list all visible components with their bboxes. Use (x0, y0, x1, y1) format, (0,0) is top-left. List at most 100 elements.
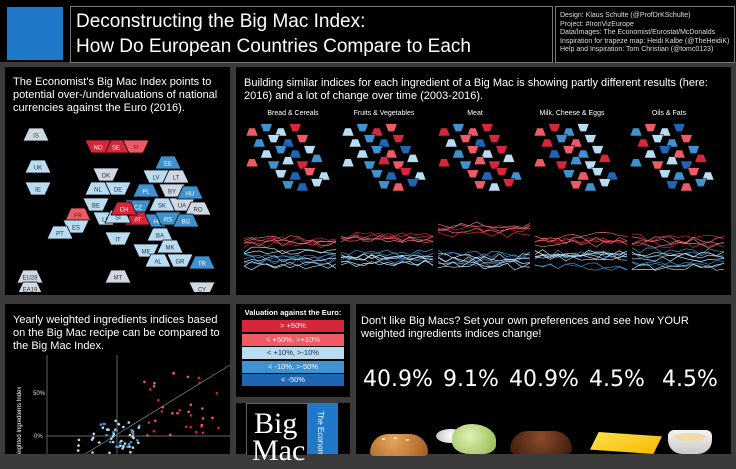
country-tile-is[interactable]: IS (22, 127, 50, 142)
country-tile-pl[interactable]: PL (132, 183, 160, 198)
map-panel (5, 67, 230, 295)
small-multiple-maps[interactable] (240, 118, 730, 198)
economist-book-cover (246, 403, 308, 455)
patty-image[interactable] (510, 431, 572, 454)
country-label-ea19: EA19 (23, 288, 38, 293)
country-tile-ro[interactable]: RO (184, 201, 212, 216)
country-label-is: IS (33, 134, 39, 140)
country-tile-gr[interactable]: GR (166, 253, 194, 268)
country-label-cy: CY (198, 288, 206, 293)
country-label-it: IT (115, 238, 121, 244)
legend-item-5[interactable]: < -50% (242, 374, 344, 386)
country-tile-it[interactable]: IT (104, 231, 132, 246)
credit-help: Help and Inspiration: Tom Christian (@to… (560, 46, 714, 53)
line-chart-5[interactable] (631, 233, 725, 271)
credits-box (555, 6, 735, 63)
credit-design: Design: Klaus Schulte (@ProfDrKSchulte) (560, 12, 691, 19)
line-chart-4[interactable] (534, 232, 628, 271)
country-tile-al[interactable]: AL (144, 253, 172, 268)
cat-label-oils: Oils & Fats (651, 110, 687, 117)
country-label-bg: BG (182, 220, 191, 226)
mini-map-1[interactable] (245, 123, 331, 192)
country-label-ee: EE (164, 162, 172, 168)
scatter-plot[interactable]: eighted Ingredients Index 50% 0% (5, 355, 230, 454)
country-label-gr: GR (176, 260, 186, 266)
credit-data: Data/Images: The Economist/Eurostat/McDo… (560, 29, 716, 36)
title-box (70, 6, 553, 63)
country-label-si: SI (115, 216, 121, 222)
book-title-line-1: Big (254, 407, 298, 440)
mini-map-5[interactable] (629, 123, 715, 192)
country-tile-ch[interactable]: CH (110, 201, 138, 216)
legend-item-2[interactable]: < +50%, >+10% (242, 333, 344, 346)
country-label-al: AL (154, 260, 162, 266)
country-tile-mk[interactable]: MK (156, 239, 184, 254)
pct-meat[interactable]: 40.9% (509, 367, 579, 392)
page-title-line-1: Deconstructing the Big Mac Index: (76, 11, 366, 32)
country-tile-ba[interactable]: BA (146, 227, 174, 242)
scatter-y-axis-label: eighted Ingredients Index (17, 387, 23, 454)
mini-map-3[interactable] (437, 123, 523, 192)
country-label-lv: LV (153, 176, 160, 182)
book-spine: The Economist (308, 403, 338, 454)
pct-bread[interactable]: 40.9% (363, 367, 433, 392)
country-label-es: ES (72, 226, 80, 232)
line-charts[interactable] (240, 212, 730, 292)
country-tile-lt[interactable]: LT (162, 169, 190, 184)
credit-inspiration: Inspiration for trapeze map: Heidi Kalbe… (560, 37, 730, 45)
country-label-pl: PL (142, 190, 150, 196)
sauce-image[interactable] (668, 430, 712, 454)
country-tile-hu[interactable]: HU (176, 185, 204, 200)
country-tile-pt[interactable]: PT (46, 225, 74, 240)
country-tile-tr[interactable]: TR (188, 255, 216, 270)
country-tile-uk[interactable]: UK (24, 159, 52, 174)
country-tile-fr[interactable]: FR (64, 207, 92, 222)
country-label-hu: HU (186, 192, 195, 198)
pct-fruits[interactable]: 9.1% (443, 367, 499, 392)
country-tile-no[interactable]: NO (84, 139, 112, 154)
country-label-ie: IE (35, 188, 41, 194)
country-label-by: BY (168, 190, 176, 196)
legend-item-3[interactable]: < +10%, >-10% (242, 347, 344, 359)
country-label-cz: CZ (134, 206, 142, 212)
cat-label-meat: Meat (467, 110, 483, 117)
scatter-diagonal (84, 364, 230, 454)
pct-milk[interactable]: 4.5% (589, 367, 645, 392)
bun-image[interactable] (370, 428, 428, 456)
line-chart-2[interactable] (340, 232, 434, 268)
country-label-ua: UA (178, 204, 186, 210)
country-tile-de[interactable]: DE (104, 181, 132, 196)
country-tile-fi[interactable]: FI (122, 139, 150, 154)
logo-square (7, 7, 63, 60)
cat-label-milk: Milk, Cheese & Eggs (539, 110, 605, 117)
country-label-eu28: EU28 (22, 276, 38, 282)
country-tile-ee[interactable]: EE (154, 155, 182, 170)
line-chart-1[interactable] (243, 235, 337, 271)
scatter-tick-50: 50% (33, 391, 46, 397)
country-label-uk: UK (34, 166, 42, 172)
country-tile-eu28[interactable]: EU28 (16, 269, 44, 284)
pct-oils[interactable]: 4.5% (662, 367, 718, 392)
mini-map-2[interactable] (341, 123, 427, 192)
country-tile-dk[interactable]: DK (92, 167, 120, 182)
country-label-pt: PT (56, 232, 64, 238)
book-spine-text: The Economist (316, 411, 325, 454)
country-tile-mt[interactable]: MT (104, 269, 132, 284)
legend-item-4[interactable]: < -10%, >-50% (242, 360, 344, 373)
cheese-image[interactable] (590, 432, 662, 454)
line-chart-3[interactable] (437, 221, 531, 271)
ingredients-description: Building similar indices for each ingred… (244, 77, 708, 102)
country-label-be: BE (92, 204, 100, 210)
country-label-se: SE (112, 146, 120, 152)
country-label-me: ME (142, 250, 151, 256)
country-tile-be[interactable]: BE (82, 197, 110, 212)
lettuce-image[interactable] (452, 424, 496, 454)
country-tile-bg[interactable]: BG (172, 213, 200, 228)
book-title-line-2: Mac (252, 434, 306, 467)
country-tile-ea19[interactable]: EA19 (17, 281, 43, 293)
country-tile-ie[interactable]: IE (24, 181, 52, 196)
country-tile-cy[interactable]: CY (188, 281, 216, 293)
mini-map-4[interactable] (533, 123, 619, 192)
legend-item-1[interactable]: > +50% (242, 320, 344, 332)
